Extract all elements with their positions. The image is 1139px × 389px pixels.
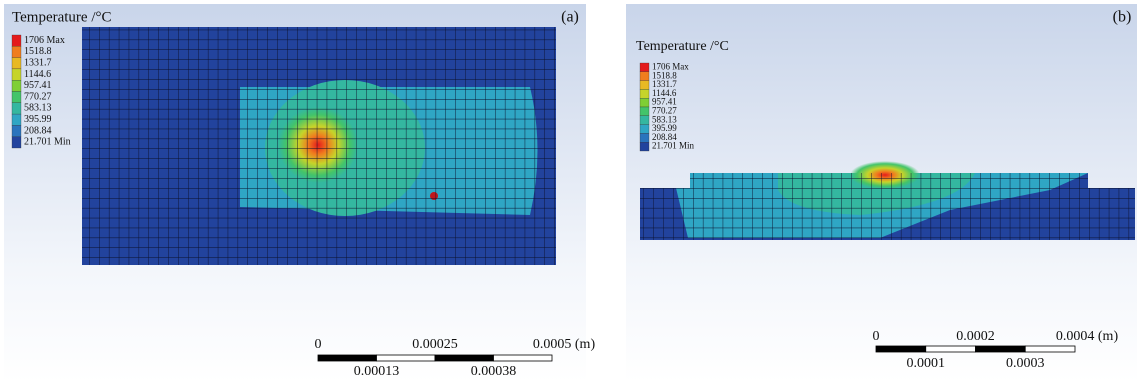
legend-swatch (640, 72, 649, 81)
scale-label: 0.0001 (907, 356, 946, 371)
scale-label: 0.00013 (354, 364, 400, 379)
legend-label: 21.701 Min (24, 137, 71, 148)
legend-swatch (640, 98, 649, 107)
contour-a (82, 27, 556, 265)
scale-segment (976, 346, 1026, 352)
legend-swatch (12, 92, 21, 103)
legend-label: 1331.7 (24, 58, 52, 69)
legend-swatch (640, 107, 649, 116)
legend-swatch (640, 63, 649, 72)
legend-swatch (12, 103, 21, 114)
scale-segment (1025, 346, 1075, 352)
legend-label: 1144.6 (24, 69, 51, 80)
scale-segment (435, 355, 494, 361)
figure: (a) Temperature /°C 1706 Max1518.81331.711… (0, 0, 1139, 384)
scale-label: 0.0005 (m) (533, 337, 596, 352)
legend-label: 1518.8 (24, 46, 52, 57)
legend-swatch (640, 133, 649, 142)
scale-label: 0.00038 (471, 364, 517, 379)
scale-segment (377, 355, 436, 361)
legend-swatch (12, 80, 21, 91)
legend-swatch (12, 114, 21, 125)
scale-label: 0.0002 (956, 329, 995, 344)
scale-segment (494, 355, 553, 361)
mesh (640, 173, 1135, 240)
scale-segment (876, 346, 926, 352)
legend-label: 208.84 (24, 125, 52, 136)
legend-label: 583.13 (24, 103, 52, 114)
legend-title: Temperature /°C (12, 9, 112, 25)
scale-label: 0.0003 (1006, 356, 1045, 371)
legend-swatch (640, 125, 649, 134)
legend-title: Temperature /°C (636, 39, 729, 54)
legend-swatch (12, 46, 21, 57)
scale-label: 0 (315, 337, 322, 352)
legend-swatch (12, 58, 21, 69)
legend-label: 21.701 Min (652, 141, 695, 151)
panel-label: (a) (561, 9, 579, 26)
scale-segment (318, 355, 377, 361)
panel-label: (b) (1113, 9, 1132, 26)
legend-swatch (12, 137, 21, 148)
legend-swatch (640, 81, 649, 90)
legend-swatch (640, 142, 649, 151)
legend-label: 395.99 (24, 114, 52, 125)
scale-label: 0.00025 (412, 337, 458, 352)
legend-label: 1706 Max (24, 35, 65, 46)
legend-swatch (12, 69, 21, 80)
scale-label: 0 (873, 329, 880, 344)
legend-swatch (12, 125, 21, 136)
legend-swatch (640, 116, 649, 125)
scale-label: 0.0004 (m) (1056, 329, 1119, 344)
legend-swatch (12, 35, 21, 46)
legend-label: 770.27 (24, 91, 52, 102)
mesh (82, 27, 556, 265)
scale-segment (926, 346, 976, 352)
legend-swatch (640, 89, 649, 98)
legend-label: 957.41 (24, 80, 52, 91)
